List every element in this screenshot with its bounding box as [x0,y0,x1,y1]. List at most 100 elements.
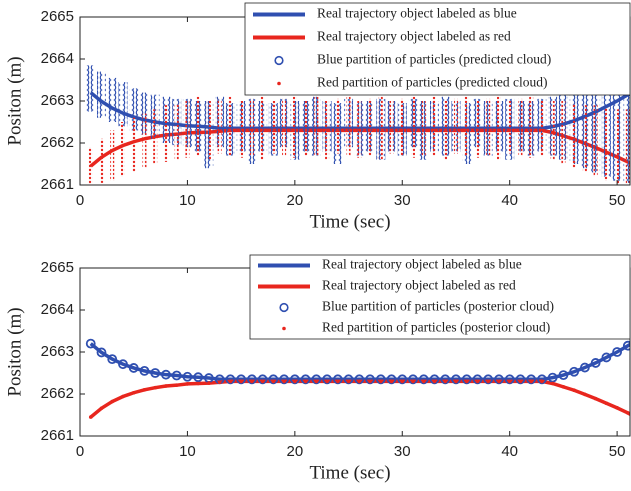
x-axis-label: Time (sec) [309,211,390,232]
particle [268,374,279,385]
particle [378,379,383,384]
particle [526,374,537,385]
particle [486,379,491,384]
x-tick-label: 40 [501,443,518,460]
particle [193,372,204,383]
particle-cloud [314,96,319,156]
particle-cloud [110,130,115,181]
y-axis-label: Positon (m) [4,307,25,396]
particle [507,379,512,384]
particle [250,379,254,384]
particle [257,374,268,385]
particle [96,347,107,358]
particle-cloud [107,77,117,122]
particle [236,374,247,385]
particle-cloud [271,101,276,154]
plot [85,338,630,419]
particle [386,374,397,385]
particle [161,369,171,380]
particle [260,379,265,384]
particle-cloud [378,96,383,160]
particle [418,374,429,385]
legend-swatch [274,55,284,66]
y-axis-label: Positon (m) [4,56,25,145]
particle-cloud [174,103,179,160]
particle-cloud [561,101,566,164]
particle-cloud [421,101,426,156]
y-tick-label: 2663 [41,343,74,360]
particle-cloud [185,101,190,158]
particle-cloud [96,71,106,118]
particle [107,354,118,365]
legend-label: Blue partition of particles (posterior c… [322,299,554,314]
particle-cloud [507,101,512,154]
particle [518,379,523,384]
particle [282,379,286,384]
particle-cloud [539,101,544,156]
particle [411,379,415,384]
trajectory-line [89,379,630,419]
trajectory-line [89,128,630,168]
particle-cloud [206,101,211,160]
y-tick-label: 2663 [41,92,74,109]
particle [461,374,472,385]
particle [440,374,451,385]
particle [174,383,179,387]
particle-cloud [593,105,598,177]
particle-cloud [582,105,587,173]
legend-box [249,254,631,340]
particle [397,374,408,385]
particle-cloud [411,96,416,158]
particle [303,379,308,384]
particle [451,374,461,385]
legend-label: Real trajectory object labeled as blue [317,6,517,21]
particle [322,374,332,385]
particle-cloud [400,98,405,156]
particle [153,385,157,390]
particle [182,371,193,382]
particle-cloud [432,96,437,156]
particle-cloud [453,98,458,154]
x-tick-label: 0 [76,443,84,460]
particle [311,374,322,385]
particle [139,365,150,376]
particle [472,374,483,385]
particle [164,384,168,388]
particle [85,338,96,349]
particle-cloud [529,96,534,158]
particle-cloud [325,101,330,160]
particle [217,380,222,385]
particle [110,399,115,404]
x-tick-label: 50 [609,443,626,460]
particle [131,390,136,395]
x-tick-label: 30 [394,192,411,209]
particle [432,379,437,384]
particle [615,406,619,410]
particle [332,374,343,385]
x-tick-label: 20 [287,192,304,209]
x-axis-label: Time (sec) [309,462,390,483]
particle-cloud [120,122,125,177]
particle [336,379,340,384]
particle-cloud [239,101,244,158]
particle [185,382,190,386]
particle-cloud [228,96,233,156]
particle [408,374,418,385]
x-tick-label: 0 [76,192,84,209]
particle [171,370,182,381]
x-tick-label: 40 [501,192,518,209]
particle-cloud [292,96,297,158]
legend-swatch [282,326,286,331]
x-tick-label: 10 [179,443,196,460]
particle [593,396,598,401]
particle [128,363,139,373]
trajectory-line [89,342,630,382]
particle [142,388,147,392]
particle-cloud [88,147,93,185]
y-tick-label: 2662 [41,385,74,402]
legend-label: Red partition of particles (posterior cl… [322,320,550,335]
legend-swatch [277,81,281,86]
particle [529,379,533,384]
particle-cloud [131,117,136,173]
particle [537,374,547,385]
